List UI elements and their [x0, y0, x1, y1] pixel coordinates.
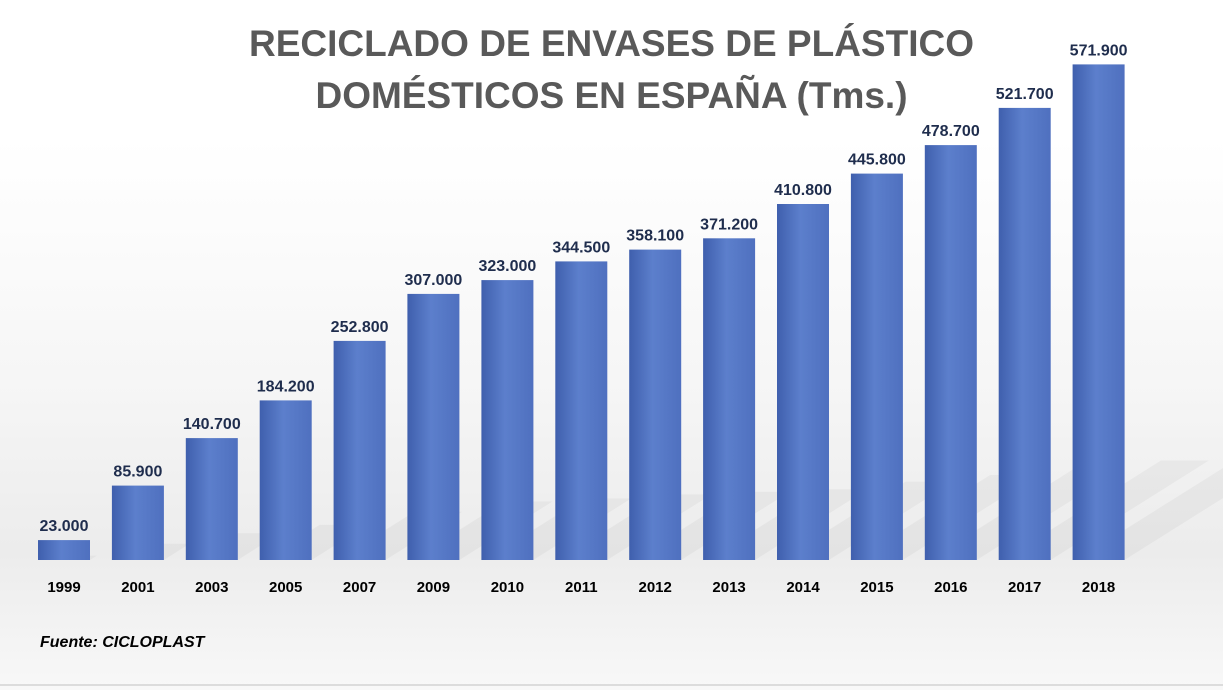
x-tick-label-2005: 2005 [269, 579, 302, 596]
value-label-2001: 85.900 [113, 464, 162, 481]
value-label-2007: 252.800 [331, 319, 389, 336]
chart-title-line-2: DOMÉSTICOS EN ESPAÑA (Tms.) [315, 75, 908, 116]
x-tick-label-2013: 2013 [712, 579, 745, 596]
value-label-2015: 445.800 [848, 152, 906, 169]
bar-2007 [333, 340, 386, 560]
value-label-1999: 23.000 [40, 518, 89, 535]
x-tick-label-2014: 2014 [786, 579, 820, 596]
x-tick-label-2010: 2010 [491, 579, 524, 596]
bars [38, 64, 1125, 561]
bar-2014 [777, 204, 829, 560]
bar-2011 [555, 261, 608, 560]
chart-title-line-1: RECICLADO DE ENVASES DE PLÁSTICO [248, 23, 974, 64]
value-label-2016: 478.700 [922, 123, 980, 140]
x-tick-label-2017: 2017 [1008, 579, 1041, 596]
value-labels: 23.000 85.900 140.700 184.200 252.800 307.000… [40, 42, 1128, 535]
bar-1999 [38, 540, 90, 560]
bottom-divider [0, 684, 1223, 686]
value-label-2014: 410.800 [774, 182, 832, 199]
bar-2003 [185, 438, 238, 560]
x-tick-label-2003: 2003 [195, 579, 228, 596]
bar-2012 [629, 249, 682, 560]
x-tick-label-2009: 2009 [417, 579, 450, 596]
value-label-2011: 344.500 [552, 239, 610, 256]
x-tick-label-1999: 1999 [47, 579, 80, 596]
x-tick-label-2018: 2018 [1082, 579, 1115, 596]
bar-2016 [924, 145, 977, 560]
value-label-2010: 323.000 [478, 258, 536, 275]
x-tick-label-2015: 2015 [860, 579, 893, 596]
x-axis-tick-labels: 1999 2001 2003 2005 2007 2009 2010 2011 2012 2013… [47, 579, 1115, 596]
x-tick-label-2011: 2011 [565, 579, 598, 596]
bar-2013 [703, 238, 756, 561]
bar-2015 [850, 173, 903, 560]
bar-2001 [111, 485, 164, 560]
value-label-2013: 371.200 [700, 216, 758, 233]
source-note: Fuente: CICLOPLAST [40, 634, 205, 651]
value-label-2003: 140.700 [183, 416, 241, 433]
bar-2010 [481, 280, 534, 560]
bar-2005 [259, 400, 312, 560]
chart-title: RECICLADO DE ENVASES DE PLÁSTICO DOMÉSTI… [0, 18, 1223, 122]
bar-2009 [407, 293, 460, 560]
value-label-2005: 184.200 [257, 378, 315, 395]
x-tick-label-2001: 2001 [121, 579, 154, 596]
value-label-2017: 521.700 [996, 86, 1054, 103]
value-label-2018: 571.900 [1070, 42, 1128, 59]
x-tick-label-2012: 2012 [639, 579, 672, 596]
bar-2017 [998, 107, 1051, 561]
value-label-2009: 307.000 [404, 272, 462, 289]
bar-2018 [1072, 64, 1125, 561]
x-tick-label-2007: 2007 [343, 579, 376, 596]
x-tick-label-2016: 2016 [934, 579, 967, 596]
value-label-2012: 358.100 [626, 228, 684, 245]
